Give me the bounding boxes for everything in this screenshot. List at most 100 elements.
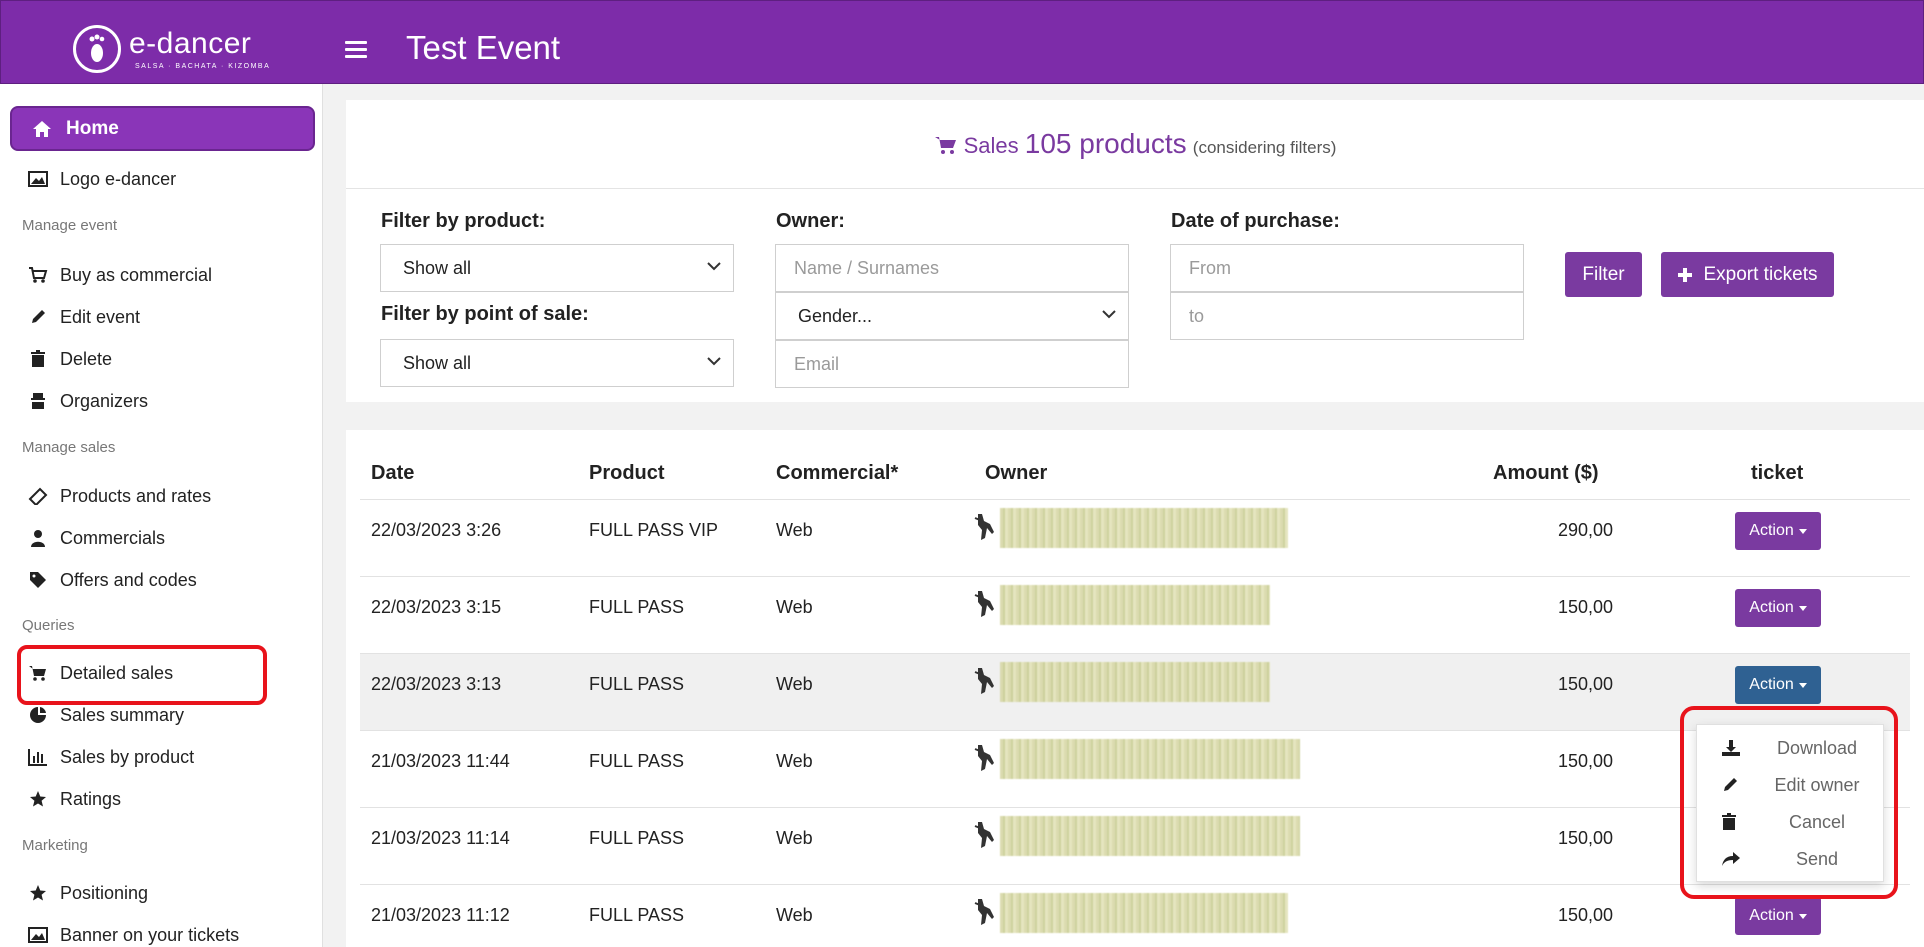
cart-icon: [26, 663, 50, 683]
email-input[interactable]: Email: [775, 340, 1129, 388]
cell-date: 21/03/2023 11:44: [371, 751, 510, 771]
sidebar-item-ratings[interactable]: Ratings: [26, 786, 121, 812]
sidebar-item-label: Logo e-dancer: [60, 168, 177, 189]
cell-product: FULL PASS: [589, 674, 685, 694]
chevron-down-icon: [707, 262, 721, 271]
caret-down-icon: [1798, 682, 1807, 688]
sidebar-item-offers-and-codes[interactable]: Offers and codes: [26, 567, 197, 593]
pos-filter-label: Filter by point of sale:: [381, 303, 589, 325]
header-product: Product: [589, 462, 665, 484]
download-menu-item[interactable]: Download: [1697, 731, 1885, 765]
action-button[interactable]: Action: [1735, 512, 1821, 550]
home-icon: [32, 120, 52, 138]
action-button[interactable]: Action: [1735, 897, 1821, 935]
sidebar-item-positioning[interactable]: Positioning: [26, 880, 148, 906]
owner-name-redacted: [1000, 739, 1300, 779]
edit-owner-menu-item[interactable]: Edit owner: [1697, 768, 1885, 802]
trash-icon: [1722, 813, 1736, 830]
sales-note: (considering filters): [1192, 138, 1337, 157]
section-manage-sales: Manage sales: [22, 439, 116, 456]
cell-product: FULL PASS: [589, 597, 685, 617]
sidebar-item-sales-by-product[interactable]: Sales by product: [26, 744, 194, 770]
sidebar-item-products-and-rates[interactable]: Products and rates: [26, 483, 211, 509]
cancel-menu-item[interactable]: Cancel: [1697, 805, 1885, 839]
dancer-icon: [972, 897, 998, 927]
sidebar-item-sales-summary[interactable]: Sales summary: [26, 702, 184, 728]
menu-item-label: Edit owner: [1774, 774, 1860, 795]
sidebar-item-label: Offers and codes: [60, 569, 197, 590]
table-row: 22/03/2023 3:15 FULL PASS Web 150,00 Action: [360, 576, 1910, 653]
header-commercial: Commercial*: [776, 462, 899, 484]
image-icon: [26, 925, 50, 945]
sidebar-item-label: Edit event: [60, 306, 141, 327]
cell-product: FULL PASS: [589, 905, 685, 925]
filter-button[interactable]: Filter: [1565, 252, 1642, 297]
sidebar-item-delete[interactable]: Delete: [26, 346, 112, 372]
sidebar-item-label: Sales by product: [60, 746, 195, 767]
sidebar-item-label: Organizers: [60, 390, 149, 411]
sidebar-item-banner[interactable]: Banner on your tickets: [26, 922, 239, 947]
cell-date: 22/03/2023 3:26: [371, 520, 502, 540]
cell-date: 21/03/2023 11:14: [371, 828, 510, 848]
action-button[interactable]: Action: [1735, 589, 1821, 627]
chevron-down-icon: [707, 357, 721, 366]
image-icon: [26, 169, 50, 189]
header-ticket: ticket: [1751, 462, 1804, 484]
name-input[interactable]: Name / Surnames: [775, 244, 1129, 292]
sidebar-item-logo[interactable]: Logo e-dancer: [26, 166, 176, 192]
sidebar-item-organizers[interactable]: Organizers: [26, 388, 148, 414]
sales-prefix: Sales: [963, 133, 1019, 158]
header-owner: Owner: [985, 462, 1048, 484]
cell-amount: 150,00: [1557, 905, 1613, 925]
table-row: 22/03/2023 3:13 FULL PASS Web 150,00 Action: [360, 653, 1910, 730]
action-label: Action: [1749, 599, 1794, 616]
date-to-input[interactable]: to: [1170, 292, 1524, 340]
sidebar-item-commercials[interactable]: Commercials: [26, 525, 165, 551]
cell-commercial: Web: [776, 905, 813, 925]
dancer-icon: [972, 820, 998, 850]
owner-name-redacted: [1000, 662, 1270, 702]
cell-commercial: Web: [776, 520, 813, 540]
caret-down-icon: [1798, 913, 1807, 919]
product-filter-select[interactable]: Show all: [380, 244, 734, 292]
sidebar-item-home[interactable]: Home: [10, 106, 315, 151]
plus-icon: [1678, 267, 1693, 282]
action-button[interactable]: Action: [1735, 666, 1821, 704]
sidebar-item-label: Banner on your tickets: [60, 924, 240, 945]
sales-table: Date Product Commercial* Owner Amount ($…: [346, 430, 1924, 947]
sidebar-item-label: Products and rates: [60, 485, 212, 506]
sidebar-item-edit-event[interactable]: Edit event: [26, 304, 140, 330]
cell-amount: 150,00: [1557, 597, 1613, 617]
gender-value: Gender...: [798, 305, 873, 326]
export-tickets-button[interactable]: Export tickets: [1661, 252, 1834, 297]
date-from-input[interactable]: From: [1170, 244, 1524, 292]
pencil-icon: [1724, 778, 1737, 791]
share-icon: [1722, 852, 1740, 866]
action-dropdown-menu: Download Edit owner Cancel Send: [1696, 724, 1884, 882]
section-marketing: Marketing: [22, 837, 88, 854]
gender-select[interactable]: Gender...: [775, 292, 1129, 340]
action-label: Action: [1749, 676, 1794, 693]
sidebar-item-label: Commercials: [60, 527, 166, 548]
date-label: Date of purchase:: [1171, 210, 1340, 232]
sidebar-item-label: Buy as commercial: [60, 264, 213, 285]
trash-icon: [26, 349, 50, 369]
caret-down-icon: [1798, 528, 1807, 534]
footprint-icon: [73, 25, 121, 73]
e-dancer-logo[interactable]: e-dancer SALSA · BACHATA · KIZOMBA: [73, 25, 273, 75]
cell-product: FULL PASS: [589, 751, 685, 771]
cell-commercial: Web: [776, 751, 813, 771]
pos-filter-select[interactable]: Show all: [380, 339, 734, 387]
sidebar-item-buy-as-commercial[interactable]: Buy as commercial: [26, 262, 212, 288]
sidebar-item-label: Positioning: [60, 882, 149, 903]
menu-toggle-icon[interactable]: [345, 41, 367, 59]
cell-product: FULL PASS: [589, 828, 685, 848]
sidebar-item-detailed-sales[interactable]: Detailed sales: [26, 660, 173, 686]
dancer-icon: [972, 743, 998, 773]
send-menu-item[interactable]: Send: [1697, 842, 1885, 876]
owner-name-redacted: [1000, 585, 1270, 625]
owner-name-redacted: [1000, 508, 1288, 548]
top-bar: e-dancer SALSA · BACHATA · KIZOMBA Test …: [0, 0, 1924, 84]
